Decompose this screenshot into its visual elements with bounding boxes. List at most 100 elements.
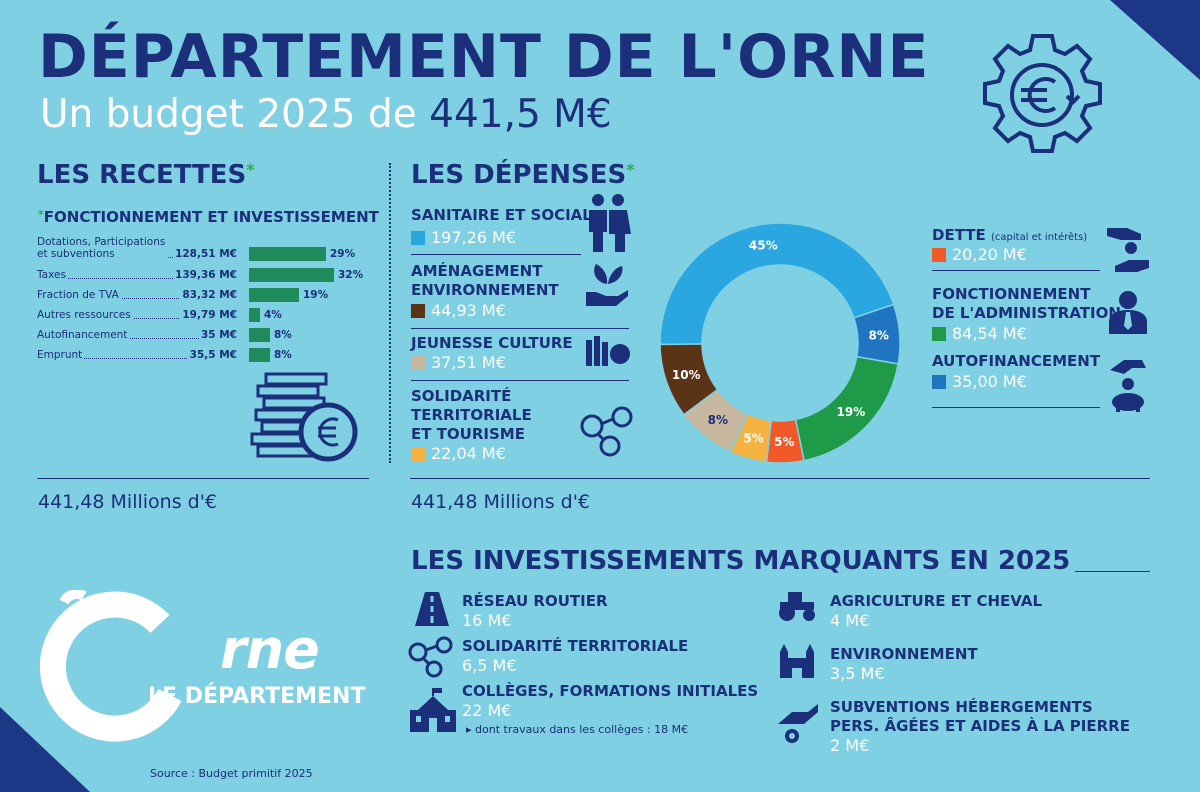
dep-jeunesse-label: JEUNESSE CULTURE xyxy=(411,334,573,352)
inv-subventions-title-2: PERS. ÂGÉES ET AIDES À LA PIERRE xyxy=(830,717,1130,735)
books-ball-icon xyxy=(586,336,630,366)
dep-separator xyxy=(932,407,1100,408)
depenses-total: 441,48 Millions d'€ xyxy=(411,491,591,513)
inv-subventions-title: SUBVENTIONS HÉBERGEMENTS PERS. ÂGÉES ET … xyxy=(830,698,1130,736)
recettes-total: 441,48 Millions d'€ xyxy=(38,491,218,513)
dep-amenagement-label: AMÉNAGEMENT ENVIRONNEMENT xyxy=(411,262,559,300)
recettes-amount: 128,51 M€ xyxy=(173,248,237,260)
inv-environnement-value: 3,5 M€ xyxy=(830,664,885,683)
administrator-icon xyxy=(1109,291,1147,334)
depenses-donut-chart: 45% 8% 19% 5% 5% 8% 10% xyxy=(659,222,901,464)
dep-jeunesse-amount: 37,51 M€ xyxy=(431,353,506,372)
column-separator xyxy=(389,163,391,463)
inv-agriculture-title: AGRICULTURE ET CHEVAL xyxy=(830,592,1043,610)
source-note: Source : Budget primitif 2025 xyxy=(150,767,313,780)
piggy-bank-icon xyxy=(1110,360,1146,412)
dep-dette-amount: 20,20 M€ xyxy=(952,245,1027,264)
donut-slice-label: 8% xyxy=(708,413,728,427)
dep-amenagement-label-1: AMÉNAGEMENT xyxy=(411,262,543,280)
network-icon xyxy=(408,636,453,678)
recettes-category-line: Emprunt xyxy=(37,349,83,361)
dep-fonctionnement-label-1: FONCTIONNEMENT xyxy=(932,285,1091,303)
tractor-icon xyxy=(779,592,815,621)
dep-dette-label-text: DETTE xyxy=(932,226,986,244)
inv-solidarite-title: SOLIDARITÉ TERRITORIALE xyxy=(462,637,689,655)
inv-subventions-value: 2 M€ xyxy=(830,736,870,755)
depenses-divider xyxy=(410,478,1150,479)
donut-slice-label: 5% xyxy=(774,435,794,449)
inv-colleges-title: COLLÈGES, FORMATIONS INITIALES xyxy=(462,682,759,700)
orne-logo-mark xyxy=(39,590,182,742)
dep-separator xyxy=(411,254,581,255)
recettes-amount: 19,79 M€ xyxy=(180,309,237,321)
dep-solidarite-amount: 22,04 M€ xyxy=(431,444,506,463)
recettes-heading: LES RECETTES* xyxy=(37,160,255,190)
recettes-subheading: *FONCTIONNEMENT ET INVESTISSEMENT xyxy=(38,208,379,226)
donut-slice-label: 5% xyxy=(743,431,763,445)
dep-jeunesse-swatch xyxy=(411,355,425,370)
depenses-heading: LES DÉPENSES* xyxy=(411,160,635,190)
castle-icon xyxy=(780,644,814,678)
donut-slice xyxy=(659,343,719,416)
dep-sanitaire-swatch xyxy=(411,230,425,245)
dep-autofinancement-value: 35,00 M€ xyxy=(932,372,1027,391)
donut-slice-label: 45% xyxy=(749,238,778,252)
donut-slice xyxy=(659,222,895,346)
network-people-icon xyxy=(580,406,633,457)
recettes-bar xyxy=(249,348,270,362)
recettes-bar-label: 8% xyxy=(274,329,292,341)
dep-jeunesse-value: 37,51 M€ xyxy=(411,353,506,372)
recettes-category-label: Emprunt xyxy=(37,349,85,361)
logo-wordmark: rne xyxy=(220,618,320,681)
recettes-row: Dotations, Participations et subventions 1… xyxy=(37,236,367,262)
page-title: DÉPARTEMENT DE L'ORNE xyxy=(38,22,930,92)
depenses-heading-text: LES DÉPENSES xyxy=(411,160,627,190)
dep-separator xyxy=(411,328,629,329)
recettes-category-label: Taxes xyxy=(37,269,68,281)
logo-tagline: LE DÉPARTEMENT xyxy=(148,684,366,709)
recettes-category-line: Autres ressources xyxy=(37,309,131,321)
dep-separator xyxy=(411,380,629,381)
recettes-row: Autres ressources 19,79 M€ 4% xyxy=(37,305,367,323)
recettes-row: Taxes 139,36 M€ 32% xyxy=(37,265,367,283)
recettes-amount: 35 M€ xyxy=(198,329,237,341)
recettes-category-line: Dotations, Participations xyxy=(37,236,166,248)
donut-slice-label: 8% xyxy=(869,329,889,343)
inv-agriculture-value: 4 M€ xyxy=(830,611,870,630)
subtitle-prefix: Un budget 2025 de xyxy=(40,92,417,137)
recettes-star: * xyxy=(246,160,255,179)
row-leader-dots xyxy=(37,318,237,319)
row-leader-dots xyxy=(37,278,237,279)
coins-euro-icon xyxy=(250,372,358,462)
row-leader-dots xyxy=(37,358,237,359)
recettes-bar-label: 8% xyxy=(274,349,292,361)
row-leader-dots xyxy=(37,298,237,299)
inv-subventions-title-1: SUBVENTIONS HÉBERGEMENTS xyxy=(830,698,1093,716)
recettes-category-label: Autres ressources xyxy=(37,309,133,321)
recettes-category-line: Autofinancement xyxy=(37,329,128,341)
dep-sanitaire-label: SANITAIRE ET SOCIAL xyxy=(411,206,592,224)
hand-coin-debt-icon xyxy=(1107,228,1149,272)
dep-autofinancement-label: AUTOFINANCEMENT xyxy=(932,352,1101,370)
inv-colleges-note-text: dont travaux dans les collèges : 18 M€ xyxy=(475,723,689,736)
recettes-bar xyxy=(249,288,299,302)
investissements-heading: LES INVESTISSEMENTS MARQUANTS EN 2025 xyxy=(411,546,1071,576)
school-icon xyxy=(410,688,456,732)
recettes-heading-text: LES RECETTES xyxy=(37,160,247,190)
corner-decoration-top-right xyxy=(1110,0,1200,80)
inv-environnement-title: ENVIRONNEMENT xyxy=(830,645,978,663)
recettes-category-line: Taxes xyxy=(37,269,66,281)
dep-amenagement-swatch xyxy=(411,303,425,318)
recettes-amount: 139,36 M€ xyxy=(173,269,237,281)
recettes-amount: 35,5 M€ xyxy=(187,349,237,361)
plant-hand-icon xyxy=(586,264,628,306)
dep-amenagement-amount: 44,93 M€ xyxy=(431,301,506,320)
family-icon xyxy=(589,194,631,252)
recettes-bar-label: 19% xyxy=(303,289,329,301)
dep-solidarite-label-3: ET TOURISME xyxy=(411,425,525,443)
dep-separator xyxy=(932,270,1100,271)
recettes-amount: 83,32 M€ xyxy=(180,289,237,301)
recettes-bar xyxy=(249,247,326,261)
dep-amenagement-label-2: ENVIRONNEMENT xyxy=(411,281,559,299)
recettes-bar xyxy=(249,328,270,342)
